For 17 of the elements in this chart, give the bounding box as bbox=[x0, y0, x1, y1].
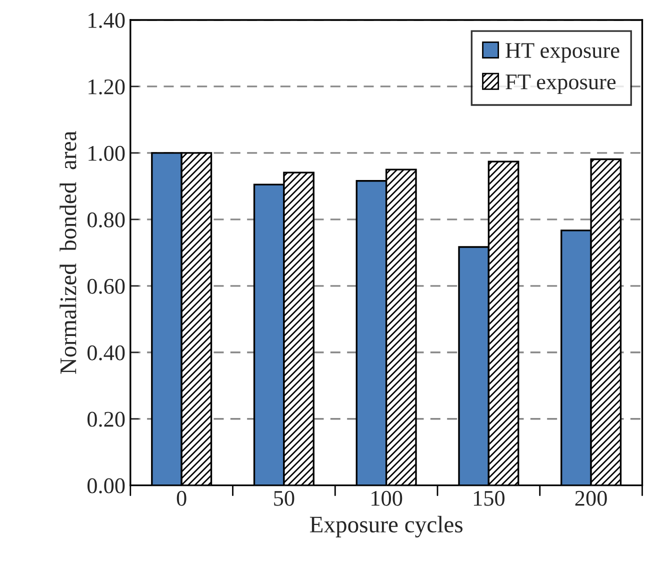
y-tick-label: 0.60 bbox=[87, 278, 125, 294]
x-tick-label: 0 bbox=[176, 490, 186, 506]
legend-label: FT exposure bbox=[506, 74, 616, 94]
x-tick-label: 200 bbox=[575, 490, 607, 506]
x-tick-label: 150 bbox=[474, 490, 504, 506]
x-tick-label: 50 bbox=[274, 490, 294, 506]
y-tick-label: 0.00 bbox=[87, 478, 125, 494]
y-tick-label: 0.80 bbox=[87, 212, 125, 228]
x-axis-title: Exposure cycles bbox=[310, 516, 462, 538]
y-tick-label: 0.40 bbox=[87, 345, 125, 360]
legend-label: HT exposure bbox=[506, 43, 620, 62]
y-tick-label: 0.20 bbox=[87, 412, 125, 427]
y-tick-label: 1.00 bbox=[88, 146, 125, 161]
x-tick-label: 100 bbox=[372, 490, 402, 506]
y-axis-title: Normalized bonded area bbox=[60, 131, 76, 374]
y-tick-label: 1.40 bbox=[88, 12, 125, 28]
y-tick-label: 1.20 bbox=[88, 79, 125, 94]
